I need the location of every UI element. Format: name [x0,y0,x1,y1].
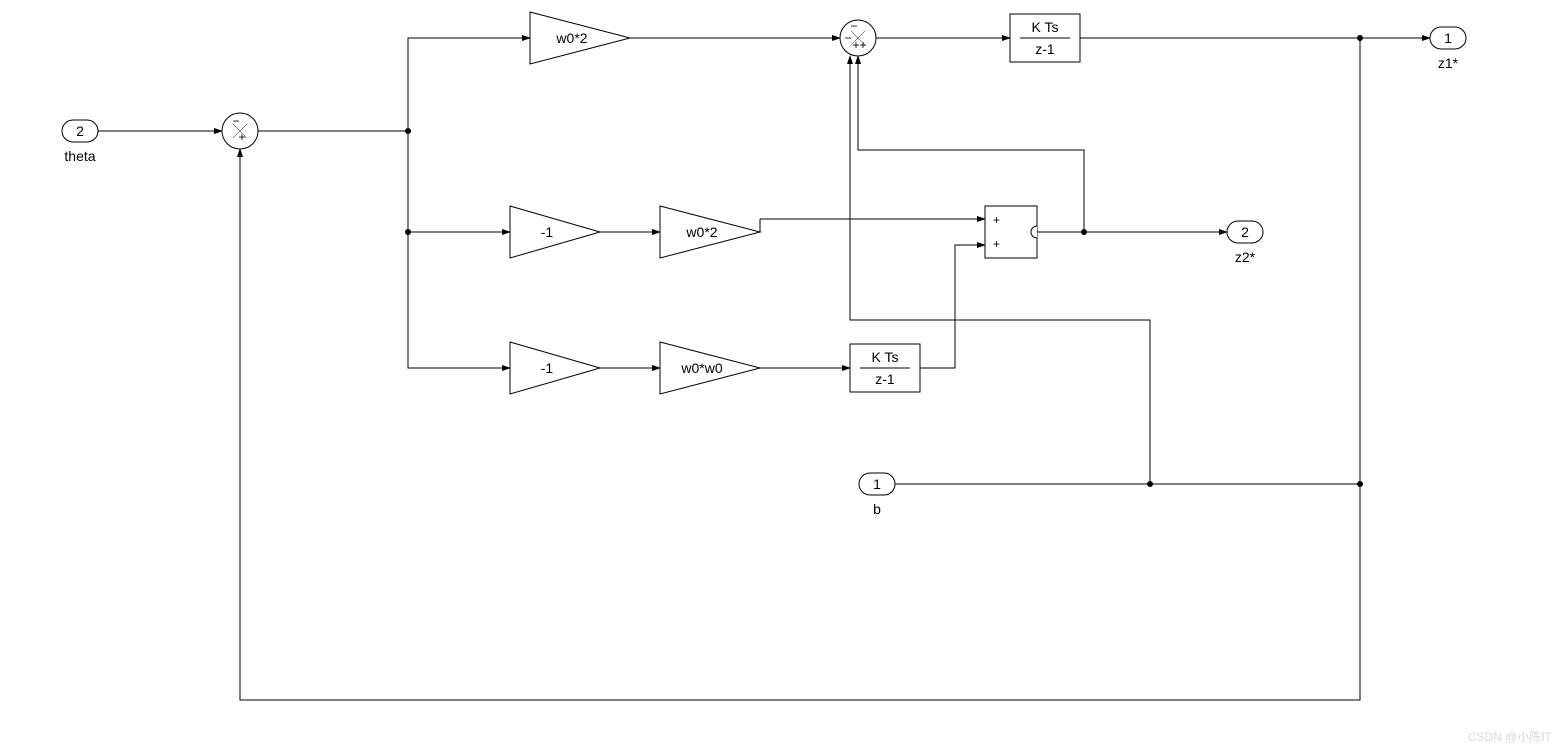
outport-z1: 1 z1* [1424,27,1466,71]
svg-text:+: + [993,213,1000,227]
discrete-integrator-2: K Ts z-1 [850,344,920,392]
gain-label: w0*w0 [680,360,722,376]
port-number: 1 [873,476,881,492]
port-label: z2* [1235,249,1256,265]
sum-block-1: −+ [222,113,258,149]
gain-w0w0-bot: w0*w0 [660,342,760,394]
sum-block-2: −−++ [840,19,876,56]
simulink-diagram: 2theta1b1z1*2z2*w0*2-1w0*2-1w0*w0−+−−+++… [0,0,1562,749]
gain-label: w0*2 [555,30,587,46]
watermark-text: CSDN @小陈IT [1468,729,1553,744]
tf-numerator: K Ts [872,349,899,365]
svg-text:+: + [852,38,859,52]
port-number: 2 [76,123,84,139]
svg-text:−: − [232,114,239,128]
discrete-integrator-1: K Ts z-1 [1010,14,1080,62]
port-label: theta [64,148,95,164]
svg-text:+: + [238,130,245,144]
svg-text:+: + [859,38,866,52]
svg-text:−: − [850,19,857,33]
gain-label: -1 [541,224,554,240]
port-label: b [873,501,881,517]
inport-b: 1b [859,473,901,517]
gain-neg1-bot: -1 [510,342,600,394]
svg-text:+: + [993,237,1000,251]
tf-numerator: K Ts [1032,19,1059,35]
tf-denominator: z-1 [875,371,895,387]
port-number: 2 [1241,224,1249,240]
tf-denominator: z-1 [1035,41,1055,57]
inport-theta: 2 theta [62,120,104,164]
port-label: z1* [1438,55,1459,71]
gain-w0x2-mid: w0*2 [660,206,760,258]
gain-neg1-mid: -1 [510,206,600,258]
outport-z2: 2 z2* [1221,221,1263,265]
gain-w0x2-top: w0*2 [530,12,630,64]
gain-label: -1 [541,360,554,376]
sum-block-3: ++ [985,206,1037,258]
svg-text:−: − [844,31,851,45]
gain-label: w0*2 [685,224,717,240]
port-number: 1 [1444,30,1452,46]
